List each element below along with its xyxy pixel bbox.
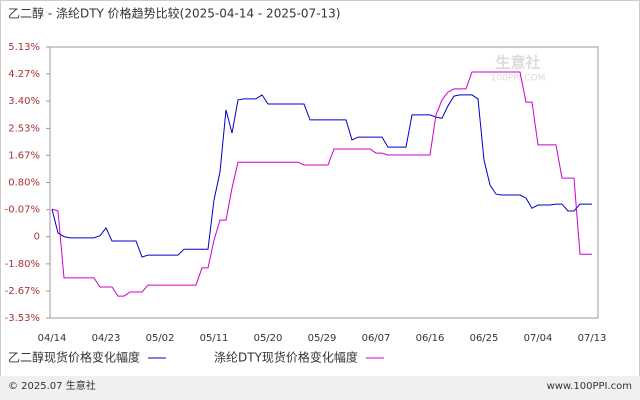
footer-bar bbox=[0, 376, 640, 400]
y-tick-label: 2.53% bbox=[8, 123, 40, 134]
series-line bbox=[51, 71, 592, 297]
watermark-site: 100PPI.COM bbox=[491, 74, 546, 84]
y-tick-label: 0.80% bbox=[8, 178, 40, 189]
x-tick-label: 05/29 bbox=[308, 333, 337, 344]
x-tick-label: 06/25 bbox=[470, 333, 499, 344]
legend-label: 涤纶DTY现货价格变化幅度 bbox=[214, 350, 358, 365]
watermark: 生意社 bbox=[495, 54, 540, 72]
y-tick-label: -1.80% bbox=[5, 259, 40, 270]
x-tick-label: 05/11 bbox=[200, 333, 229, 344]
x-tick-label: 04/23 bbox=[92, 333, 121, 344]
footer-left: © 2025.07 生意社 bbox=[8, 379, 96, 392]
y-tick-label: -3.53% bbox=[5, 313, 40, 324]
y-tick-label: 4.27% bbox=[8, 69, 40, 80]
y-tick-label: -0.07% bbox=[5, 205, 40, 216]
footer-right: www.100PPI.com bbox=[547, 381, 632, 392]
y-tick-label: 5.13% bbox=[8, 42, 40, 53]
series-line bbox=[51, 94, 592, 258]
x-tick-label: 07/04 bbox=[524, 333, 553, 344]
y-tick-label: 3.40% bbox=[8, 96, 40, 107]
x-tick-label: 05/20 bbox=[254, 333, 283, 344]
x-tick-label: 04/14 bbox=[38, 333, 67, 344]
legend-label: 乙二醇现货价格变化幅度 bbox=[8, 350, 140, 365]
x-tick-label: 06/16 bbox=[416, 333, 445, 344]
y-tick-label: -2.67% bbox=[5, 286, 40, 297]
x-tick-label: 05/02 bbox=[146, 333, 175, 344]
y-tick-label: 1.67% bbox=[8, 150, 40, 161]
x-tick-label: 06/07 bbox=[362, 333, 391, 344]
y-tick-label: 0 bbox=[34, 232, 40, 243]
x-tick-label: 07/13 bbox=[578, 333, 607, 344]
chart-title: 乙二醇 - 涤纶DTY 价格趋势比较(2025-04-14 - 2025-07-… bbox=[8, 6, 340, 21]
plot-area bbox=[49, 46, 599, 319]
